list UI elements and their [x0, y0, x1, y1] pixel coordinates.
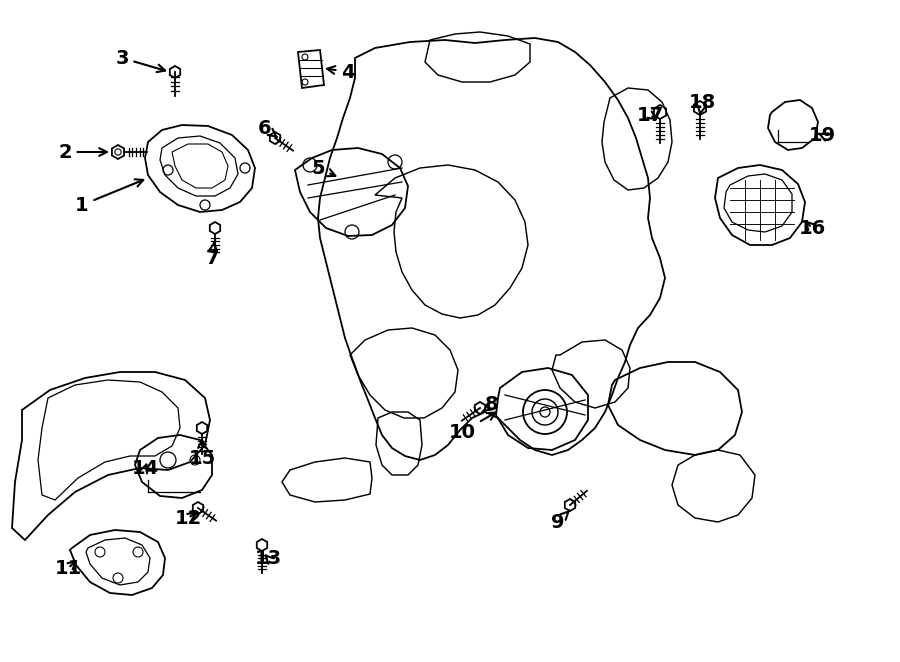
- Text: 11: 11: [54, 559, 82, 577]
- Text: 7: 7: [205, 242, 219, 267]
- Text: 13: 13: [255, 549, 282, 567]
- Text: 4: 4: [327, 62, 355, 81]
- Text: 1: 1: [76, 179, 143, 214]
- Text: 6: 6: [258, 118, 277, 138]
- Text: 10: 10: [448, 412, 496, 442]
- Text: 12: 12: [175, 508, 202, 528]
- Text: 3: 3: [115, 48, 165, 72]
- Text: 14: 14: [131, 459, 158, 477]
- Text: 19: 19: [808, 126, 835, 144]
- Text: 17: 17: [636, 105, 663, 124]
- Text: 16: 16: [798, 218, 825, 238]
- Text: 9: 9: [551, 510, 570, 532]
- Text: 18: 18: [688, 93, 716, 115]
- Text: 5: 5: [311, 158, 336, 177]
- Text: 8: 8: [482, 395, 499, 414]
- Text: 15: 15: [188, 440, 216, 467]
- Text: 2: 2: [58, 142, 107, 162]
